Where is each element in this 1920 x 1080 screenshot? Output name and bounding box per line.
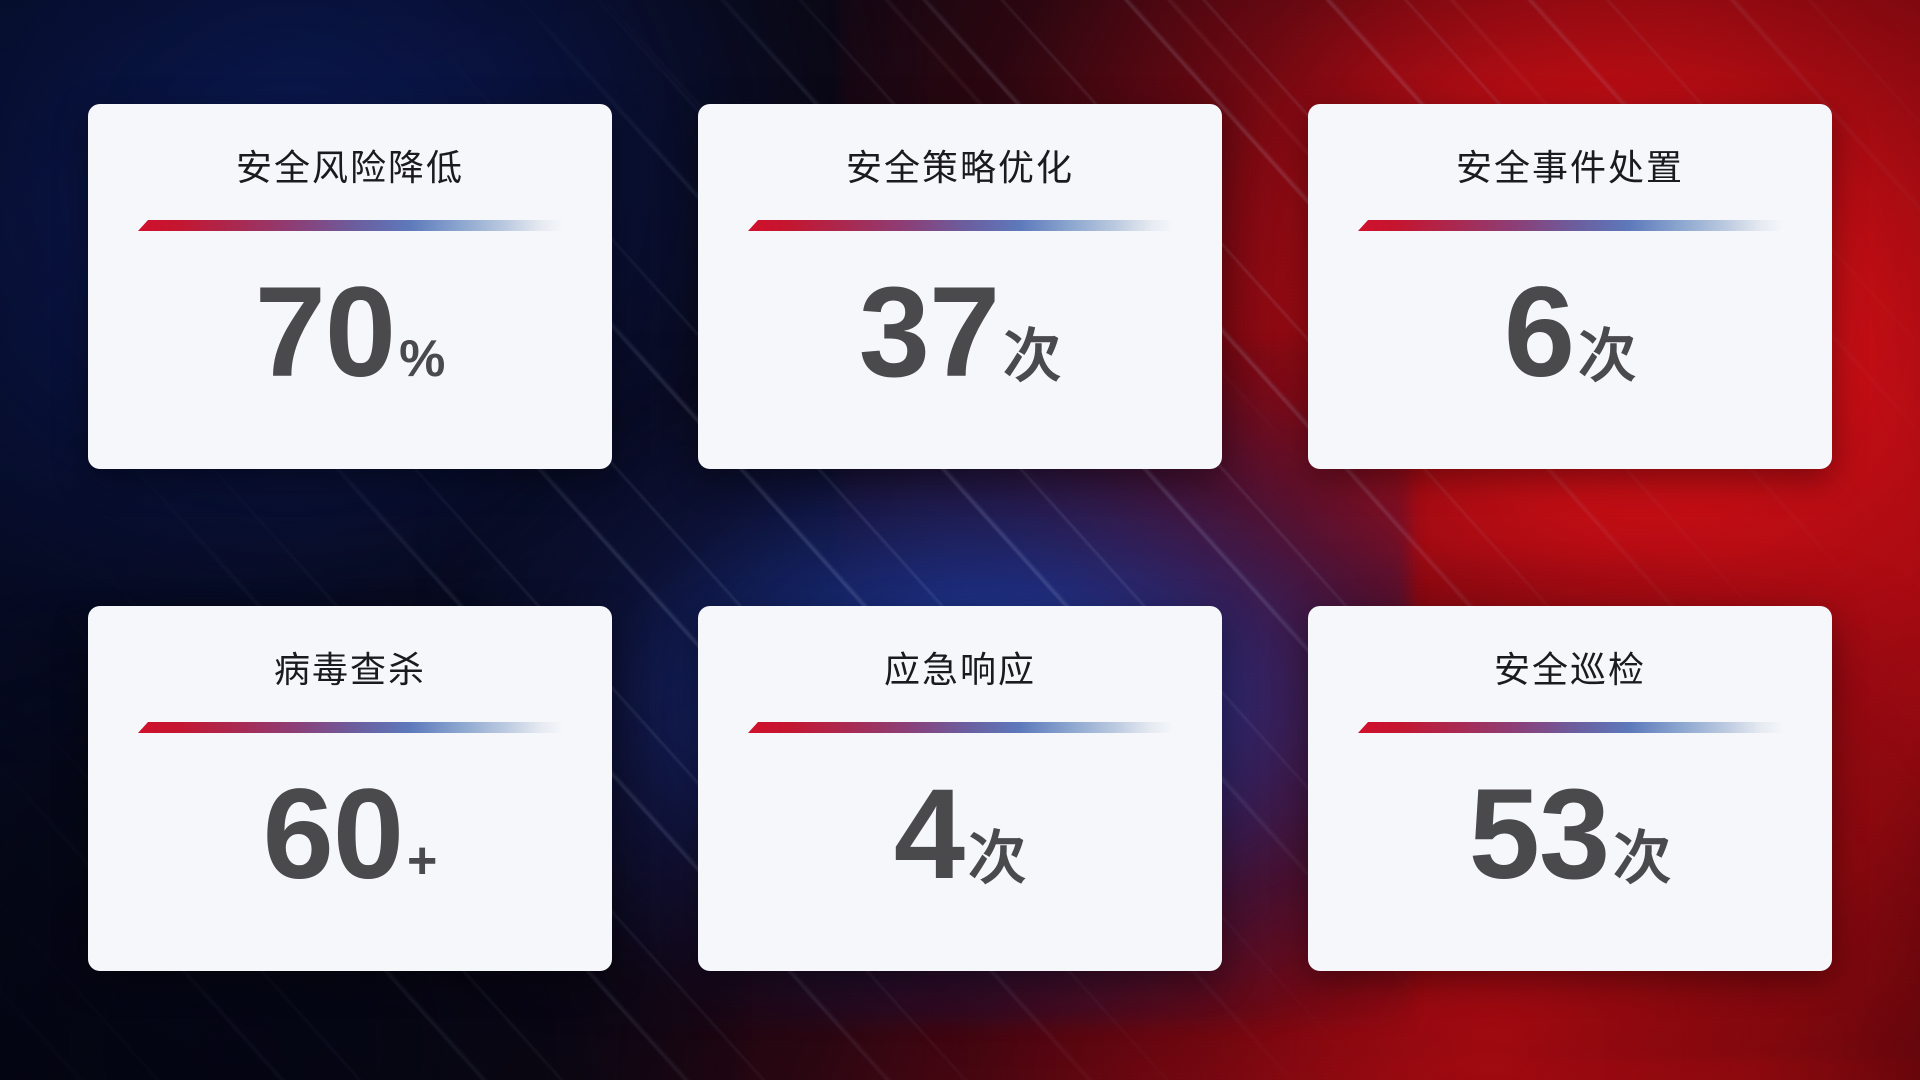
metric-title: 安全风险降低 [235,147,464,188]
metric-value: 4 [893,763,965,906]
metric-card-security-inspection[interactable]: 安全巡检 53 次 [1308,606,1832,971]
metric-value-unit: 次 [1578,324,1637,389]
metric-card-emergency-response[interactable]: 应急响应 4 次 [698,606,1222,971]
metric-card-security-incident-handling[interactable]: 安全事件处置 6 次 [1308,104,1832,469]
gradient-divider-bar [138,220,562,231]
metric-value: 6 [1503,261,1575,404]
metric-value-unit: 次 [968,826,1027,891]
metric-value-row: 60 + [263,771,438,899]
gradient-divider [138,220,562,231]
gradient-divider-bar [1358,722,1782,733]
metric-value-unit: 次 [1613,826,1672,891]
gradient-divider [748,220,1172,231]
gradient-divider-bar [748,722,1172,733]
metric-card-grid: 安全风险降低 70 % 安全策略优化 37 次 安全事件处置 6 次 病毒查 [88,104,1832,976]
gradient-divider-bar [1358,220,1782,231]
metric-value-row: 6 次 [1504,269,1636,397]
gradient-divider-bar [748,220,1172,231]
gradient-divider [1358,220,1782,231]
metric-title: 安全策略优化 [845,147,1074,188]
metric-value-unit: 次 [1003,324,1062,389]
gradient-divider-bar [138,722,562,733]
metric-value-unit: + [407,832,438,890]
gradient-divider [1358,722,1782,733]
gradient-divider [748,722,1172,733]
metric-value: 70 [254,261,396,404]
metric-value: 60 [262,763,404,906]
metric-card-virus-removal[interactable]: 病毒查杀 60 + [88,606,612,971]
metric-value-row: 53 次 [1469,771,1671,899]
metric-title: 安全事件处置 [1455,147,1684,188]
metric-title: 病毒查杀 [273,649,426,690]
metric-card-security-risk-reduction[interactable]: 安全风险降低 70 % [88,104,612,469]
metric-title: 安全巡检 [1493,649,1646,690]
gradient-divider [138,722,562,733]
metric-value-row: 4 次 [894,771,1026,899]
metric-value-row: 37 次 [859,269,1061,397]
metric-value-unit: % [399,330,446,388]
metric-value: 53 [1468,763,1610,906]
metric-card-security-policy-optimization[interactable]: 安全策略优化 37 次 [698,104,1222,469]
metric-value-row: 70 % [255,269,446,397]
metric-value: 37 [858,261,1000,404]
metric-title: 应急响应 [883,649,1036,690]
